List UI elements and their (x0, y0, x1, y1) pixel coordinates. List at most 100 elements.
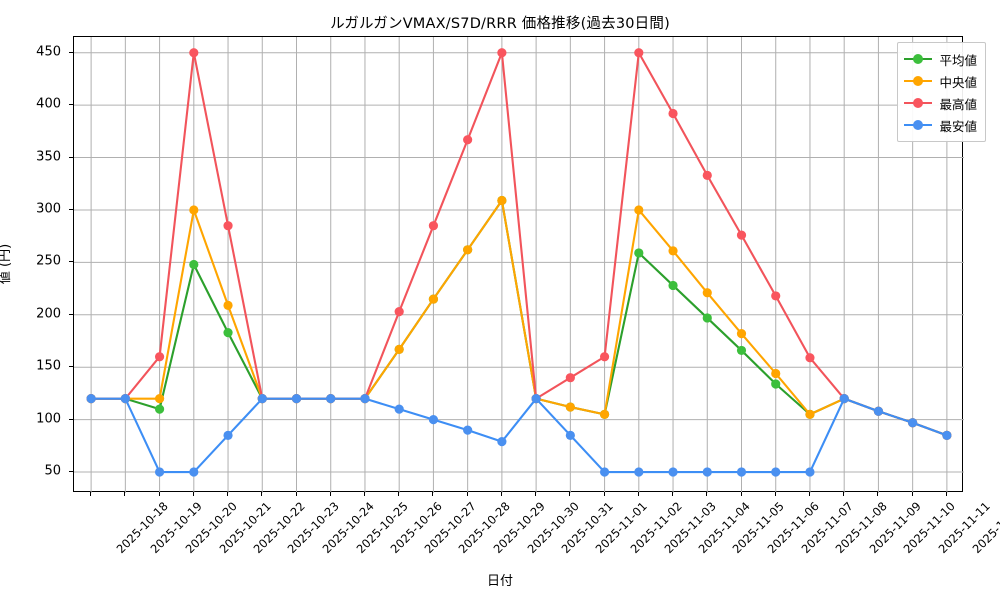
series-marker (599, 409, 610, 419)
y-axis-tick-label: 350 (36, 149, 61, 165)
series-marker (223, 430, 233, 440)
series-marker (428, 221, 439, 231)
series-marker (120, 394, 130, 404)
x-axis-tick-mark (535, 492, 537, 496)
series-marker (86, 394, 96, 404)
legend-swatch-icon (904, 53, 933, 64)
x-axis-tick-mark (945, 492, 947, 496)
legend-item[interactable]: 最安値 (904, 114, 977, 136)
x-axis-tick-mark (227, 492, 229, 496)
y-axis-tick-mark (69, 104, 73, 106)
x-axis-tick-mark (261, 492, 263, 496)
legend-marker-icon (913, 119, 924, 130)
chart-title: ルガルガンVMAX/S7D/RRR 価格推移(過去30日間) (330, 16, 670, 32)
x-axis-tick-mark (500, 492, 502, 496)
x-axis-tick-mark (124, 492, 126, 496)
legend-label: 最安値 (939, 118, 977, 134)
y-axis-tick-label: 100 (36, 411, 61, 427)
x-axis-tick-mark (466, 492, 468, 496)
y-axis-tick-label: 400 (36, 96, 61, 112)
legend-item[interactable]: 中央値 (904, 70, 977, 92)
series-marker (634, 467, 644, 477)
series-marker (154, 404, 165, 414)
y-axis-tick-label: 50 (44, 463, 61, 479)
x-axis-tick-mark (843, 492, 845, 496)
series-marker (360, 394, 370, 404)
chart-legend: 平均値中央値最高値最安値 (897, 42, 986, 142)
y-axis-tick-mark (69, 418, 73, 420)
series-marker (428, 415, 439, 425)
x-axis-tick-mark (363, 492, 365, 496)
series-marker (394, 307, 404, 317)
series-marker (805, 353, 815, 363)
series-marker (463, 245, 473, 255)
series-marker (394, 404, 404, 414)
series-marker (189, 467, 199, 477)
legend-item[interactable]: 平均値 (904, 48, 977, 70)
series-marker (634, 205, 644, 215)
series-marker (805, 467, 815, 477)
legend-label: 中央値 (939, 74, 977, 90)
series-marker (428, 294, 439, 304)
series-marker (326, 394, 336, 404)
x-axis-tick-mark (603, 492, 605, 496)
y-axis-tick-mark (69, 471, 73, 473)
y-axis-tick-mark (69, 261, 73, 263)
series-marker (702, 313, 712, 323)
series-marker (223, 328, 233, 338)
y-axis-tick-label: 250 (36, 253, 61, 269)
y-axis-tick-label: 450 (36, 44, 61, 60)
x-axis-tick-mark (569, 492, 571, 496)
legend-marker-icon (913, 97, 924, 108)
legend-item[interactable]: 最高値 (904, 92, 977, 114)
series-marker (736, 467, 747, 477)
series-marker (394, 344, 404, 354)
x-axis-tick-mark (432, 492, 434, 496)
x-axis-tick-mark (911, 492, 913, 496)
series-marker (668, 280, 678, 291)
series-marker (565, 402, 575, 412)
series-marker (531, 394, 541, 404)
series-marker (771, 291, 781, 301)
y-axis-tick-label: 300 (36, 201, 61, 217)
x-axis-tick-mark (158, 492, 160, 496)
x-axis-tick-mark (877, 492, 879, 496)
series-marker (497, 48, 507, 58)
series-marker (873, 406, 884, 416)
x-axis-tick-mark (808, 492, 810, 496)
series-marker (805, 409, 815, 419)
series-marker (189, 48, 199, 58)
series-marker (497, 195, 507, 206)
series-marker (634, 48, 644, 58)
legend-swatch-icon (904, 97, 933, 108)
y-axis-tick-mark (69, 208, 73, 210)
series-marker (154, 394, 165, 404)
series-marker (771, 368, 781, 379)
series-marker (942, 430, 952, 440)
x-axis-label: 日付 (486, 574, 513, 589)
series-marker (463, 135, 473, 145)
series-marker (497, 437, 507, 447)
series-marker (154, 352, 165, 362)
y-axis-tick-label: 200 (36, 306, 61, 322)
series-marker (599, 467, 610, 477)
x-axis-tick-mark (774, 492, 776, 496)
x-axis-tick-mark (706, 492, 708, 496)
plot-area (73, 36, 964, 493)
series-marker (291, 394, 302, 404)
legend-label: 最高値 (939, 96, 977, 112)
series-marker (154, 467, 165, 477)
legend-marker-icon (913, 53, 924, 64)
x-axis-tick-mark (740, 492, 742, 496)
series-marker (668, 246, 678, 256)
x-axis-tick-mark (295, 492, 297, 496)
y-axis-tick-mark (69, 156, 73, 158)
series-marker (223, 221, 233, 231)
y-axis-tick-label: 150 (36, 358, 61, 374)
series-marker (736, 230, 747, 240)
series-marker (565, 430, 575, 440)
series-marker (634, 248, 644, 258)
series-marker (257, 394, 267, 404)
series-marker (189, 205, 199, 215)
series-line (90, 51, 948, 437)
